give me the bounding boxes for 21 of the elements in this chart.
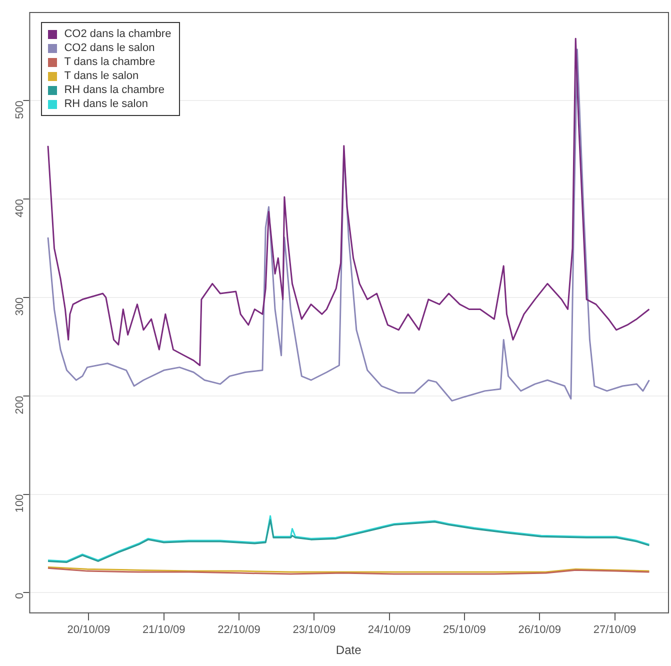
legend-label: CO2 dans le salon — [64, 41, 155, 55]
y-tick-label: 500 — [14, 100, 26, 119]
legend-label: RH dans la chambre — [64, 83, 164, 97]
x-tick-label: 26/10/09 — [518, 624, 562, 636]
x-tick-label: 21/10/09 — [142, 624, 186, 636]
x-axis-title: Date — [336, 643, 362, 658]
legend-label: T dans la chambre — [64, 55, 156, 69]
x-tick-label: 27/10/09 — [593, 624, 636, 636]
y-tick-label: 0 — [14, 592, 26, 599]
y-tick-label: 400 — [14, 199, 26, 218]
y-tick-label: 300 — [14, 297, 26, 316]
legend-label: RH dans le salon — [64, 97, 148, 111]
legend-label: CO2 dans la chambre — [64, 27, 172, 41]
y-tick-label: 100 — [14, 494, 26, 513]
x-tick-label: 25/10/09 — [443, 624, 486, 636]
legend-label: T dans le salon — [64, 69, 139, 83]
x-tick-label: 22/10/09 — [218, 624, 260, 636]
x-tick-label: 24/10/09 — [368, 624, 411, 636]
x-tick-label: 23/10/09 — [292, 624, 336, 636]
x-tick-label: 20/10/09 — [67, 624, 110, 636]
y-tick-label: 200 — [14, 396, 26, 414]
